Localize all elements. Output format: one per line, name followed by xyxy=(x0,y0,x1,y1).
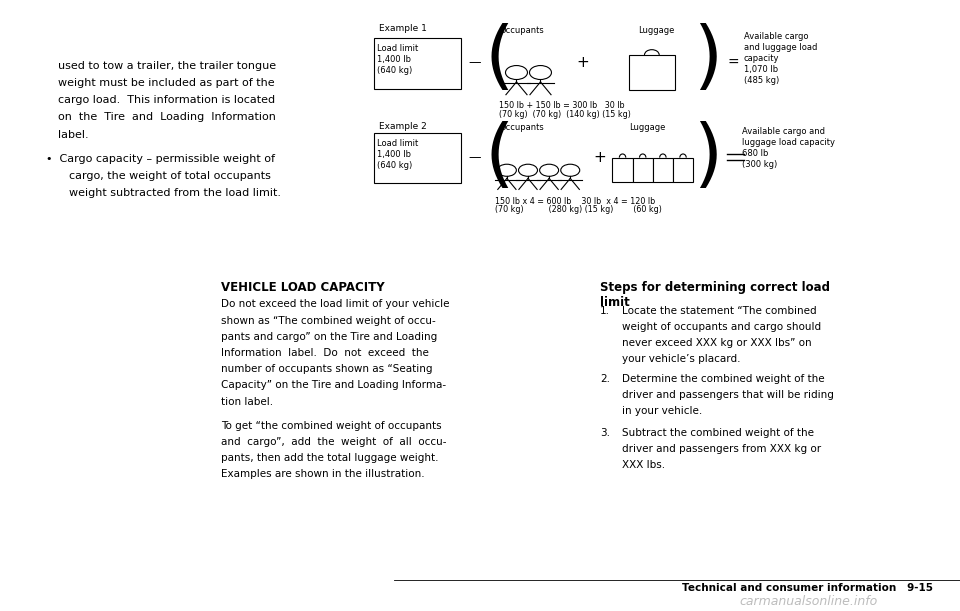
Text: Technical and consumer information   9-15: Technical and consumer information 9-15 xyxy=(682,583,932,593)
Text: and  cargo”,  add  the  weight  of  all  occu-: and cargo”, add the weight of all occu- xyxy=(221,437,446,447)
Text: label.: label. xyxy=(58,130,88,139)
Text: XXX lbs.: XXX lbs. xyxy=(622,460,665,470)
Text: driver and passengers that will be riding: driver and passengers that will be ridin… xyxy=(622,390,834,400)
Text: Steps for determining correct load
limit: Steps for determining correct load limit xyxy=(600,281,830,309)
Text: Load limit: Load limit xyxy=(377,44,419,53)
Text: number of occupants shown as “Seating: number of occupants shown as “Seating xyxy=(221,364,432,374)
Text: 3.: 3. xyxy=(600,428,610,437)
Text: 1,400 lb: 1,400 lb xyxy=(377,55,411,64)
Text: and luggage load: and luggage load xyxy=(744,43,817,52)
FancyBboxPatch shape xyxy=(629,55,675,90)
Text: driver and passengers from XXX kg or: driver and passengers from XXX kg or xyxy=(622,444,821,454)
Text: Luggage: Luggage xyxy=(629,123,665,133)
Text: +: + xyxy=(576,56,588,70)
Text: Information  label.  Do  not  exceed  the: Information label. Do not exceed the xyxy=(221,348,429,358)
Text: shown as “The combined weight of occu-: shown as “The combined weight of occu- xyxy=(221,315,436,326)
Text: 2.: 2. xyxy=(600,374,610,384)
Text: 1,400 lb: 1,400 lb xyxy=(377,150,411,159)
Text: never exceed XXX kg or XXX lbs” on: never exceed XXX kg or XXX lbs” on xyxy=(622,338,812,348)
Text: To get “the combined weight of occupants: To get “the combined weight of occupants xyxy=(221,421,442,431)
Text: carmanualsonline.info: carmanualsonline.info xyxy=(739,595,877,608)
Text: +: + xyxy=(593,150,606,165)
Text: weight subtracted from the load limit.: weight subtracted from the load limit. xyxy=(69,188,281,198)
Text: tion label.: tion label. xyxy=(221,397,273,406)
Text: (70 kg)          (280 kg) (15 kg)        (60 kg): (70 kg) (280 kg) (15 kg) (60 kg) xyxy=(495,205,662,214)
Text: —: — xyxy=(468,151,481,164)
Text: ): ) xyxy=(693,121,722,194)
Text: Locate the statement “The combined: Locate the statement “The combined xyxy=(622,306,817,315)
Text: (485 kg): (485 kg) xyxy=(744,76,780,85)
Text: Examples are shown in the illustration.: Examples are shown in the illustration. xyxy=(221,469,424,480)
FancyBboxPatch shape xyxy=(653,158,673,182)
Text: 680 lb: 680 lb xyxy=(742,149,768,158)
Text: 1.: 1. xyxy=(600,306,610,315)
Text: Subtract the combined weight of the: Subtract the combined weight of the xyxy=(622,428,814,437)
Text: Occupants: Occupants xyxy=(499,123,544,133)
Text: =: = xyxy=(728,56,739,70)
Text: cargo load.  This information is located: cargo load. This information is located xyxy=(58,95,275,105)
Text: (640 kg): (640 kg) xyxy=(377,161,413,170)
Text: (70 kg)  (70 kg)  (140 kg) (15 kg): (70 kg) (70 kg) (140 kg) (15 kg) xyxy=(499,110,631,119)
Text: weight of occupants and cargo should: weight of occupants and cargo should xyxy=(622,321,821,332)
Text: 1,070 lb: 1,070 lb xyxy=(744,65,779,74)
Text: capacity: capacity xyxy=(744,54,780,63)
Text: (300 kg): (300 kg) xyxy=(742,160,778,169)
Text: in your vehicle.: in your vehicle. xyxy=(622,406,703,416)
Text: VEHICLE LOAD CAPACITY: VEHICLE LOAD CAPACITY xyxy=(221,281,384,294)
FancyBboxPatch shape xyxy=(374,133,461,183)
Text: Capacity” on the Tire and Loading Informa-: Capacity” on the Tire and Loading Inform… xyxy=(221,380,446,390)
Text: 150 lb x 4 = 600 lb    30 lb  x 4 = 120 lb: 150 lb x 4 = 600 lb 30 lb x 4 = 120 lb xyxy=(495,197,656,206)
Text: (: ( xyxy=(485,121,514,194)
Text: weight must be included as part of the: weight must be included as part of the xyxy=(58,78,275,88)
FancyBboxPatch shape xyxy=(612,158,633,182)
Text: on  the  Tire  and  Loading  Information: on the Tire and Loading Information xyxy=(58,112,276,122)
Text: Available cargo: Available cargo xyxy=(744,32,808,41)
Text: Luggage: Luggage xyxy=(638,26,675,35)
Text: Example 2: Example 2 xyxy=(379,122,427,131)
Text: used to tow a trailer, the trailer tongue: used to tow a trailer, the trailer tongu… xyxy=(58,61,276,71)
Text: •  Cargo capacity – permissible weight of: • Cargo capacity – permissible weight of xyxy=(46,154,276,164)
Text: —: — xyxy=(468,56,481,70)
Text: cargo, the weight of total occupants: cargo, the weight of total occupants xyxy=(69,171,271,181)
Text: pants, then add the total luggage weight.: pants, then add the total luggage weight… xyxy=(221,453,439,463)
FancyBboxPatch shape xyxy=(673,158,693,182)
FancyBboxPatch shape xyxy=(633,158,653,182)
Text: pants and cargo” on the Tire and Loading: pants and cargo” on the Tire and Loading xyxy=(221,332,437,342)
Text: luggage load capacity: luggage load capacity xyxy=(742,138,835,147)
Text: 150 lb + 150 lb = 300 lb   30 lb: 150 lb + 150 lb = 300 lb 30 lb xyxy=(499,101,625,111)
Text: Do not exceed the load limit of your vehicle: Do not exceed the load limit of your veh… xyxy=(221,299,449,309)
Text: (: ( xyxy=(485,23,514,96)
Text: Occupants: Occupants xyxy=(499,26,544,35)
Text: Available cargo and: Available cargo and xyxy=(742,127,825,136)
Text: Example 1: Example 1 xyxy=(379,24,427,34)
FancyBboxPatch shape xyxy=(374,38,461,89)
Text: (640 kg): (640 kg) xyxy=(377,66,413,75)
Text: Load limit: Load limit xyxy=(377,139,419,148)
Text: Determine the combined weight of the: Determine the combined weight of the xyxy=(622,374,825,384)
Text: your vehicle’s placard.: your vehicle’s placard. xyxy=(622,354,740,364)
Text: ): ) xyxy=(693,23,722,96)
